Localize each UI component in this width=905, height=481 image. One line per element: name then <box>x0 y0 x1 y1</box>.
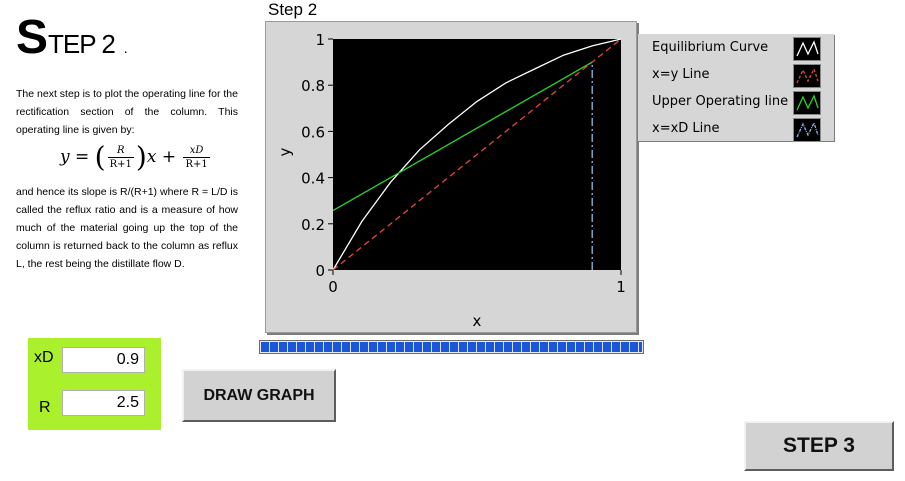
legend-item-upper-operating-line: Upper Operating line <box>638 89 834 115</box>
formula-intercept-numerator: xD <box>183 144 210 158</box>
formula-slope-denominator: R+1 <box>109 159 132 170</box>
legend-label: x=y Line <box>652 67 710 82</box>
legend-item-xd-line: x=xD Line <box>638 116 834 142</box>
xd-label: xD <box>34 349 54 366</box>
legend-swatch-icon <box>793 37 821 61</box>
y-tick-label: 0 <box>315 262 325 280</box>
operating-line-formula: y = (R R+1)x + xD R+1 <box>60 138 212 177</box>
r-field[interactable]: 2.5 <box>62 390 145 416</box>
legend-item-xy-line: x=y Line <box>638 62 834 88</box>
input-panel: xD 0.9 R 2.5 <box>28 338 161 430</box>
r-label: R <box>39 399 51 416</box>
heading-initial: S <box>16 11 49 64</box>
y-axis-label: y <box>276 147 294 156</box>
progress-bar <box>259 340 644 354</box>
formula-equals: = <box>75 147 90 167</box>
formula-open-paren: ( <box>94 140 106 174</box>
formula-y: y <box>60 147 70 167</box>
legend-swatch-icon <box>793 64 821 88</box>
x-tick-label: 1 <box>616 278 626 296</box>
step-3-button[interactable]: STEP 3 <box>744 421 894 471</box>
formula-plus: + <box>161 147 177 167</box>
y-tick-label: 0.2 <box>301 216 325 234</box>
legend-label: Equilibrium Curve <box>652 40 769 55</box>
legend-item-equilibrium-curve: Equilibrium Curve <box>638 35 834 61</box>
draw-graph-button[interactable]: DRAW GRAPH <box>182 369 336 422</box>
chart-legend: Equilibrium Curve x=y Line Upper Operati… <box>638 34 834 142</box>
legend-swatch-icon <box>793 91 821 115</box>
series-layer <box>332 38 622 271</box>
x-axis-label: x <box>473 312 482 330</box>
formula-close-paren: ) <box>135 140 147 174</box>
y-tick-label: 0.6 <box>301 123 325 141</box>
intro-paragraph: The next step is to plot the operating l… <box>16 88 238 136</box>
formula-intercept-fraction: xD R+1 <box>183 144 210 171</box>
series-line-upper-operating-line <box>332 61 593 212</box>
formula-x: x <box>146 147 157 167</box>
formula-intercept-denominator: R+1 <box>185 159 208 170</box>
y-tick-label: 0.8 <box>301 77 325 95</box>
y-axis-ticks: 0 0.2 0.4 0.6 0.8 1 <box>301 31 333 280</box>
explanation-paragraph: and hence its slope is R/(R+1) where R =… <box>16 186 238 270</box>
legend-swatch-icon <box>793 118 821 142</box>
heading-text: TEP 2 <box>48 29 116 59</box>
series-line-x-y-line <box>332 38 622 271</box>
legend-label: Upper Operating line <box>652 94 789 109</box>
legend-label: x=xD Line <box>652 121 720 136</box>
chart-caption: Step 2 <box>268 0 318 19</box>
xd-field[interactable]: 0.9 <box>62 347 145 373</box>
formula-slope-numerator: R <box>107 144 134 158</box>
progress-bar-fill <box>261 342 642 352</box>
formula-slope-fraction: R R+1 <box>107 144 134 171</box>
heading-dot: . <box>123 40 128 56</box>
y-tick-label: 1 <box>315 31 325 49</box>
y-tick-label: 0.4 <box>301 170 325 188</box>
x-tick-label: 0 <box>328 278 338 296</box>
series-line-equilibrium-curve <box>332 38 622 271</box>
page-heading: STEP 2 . <box>16 14 128 68</box>
